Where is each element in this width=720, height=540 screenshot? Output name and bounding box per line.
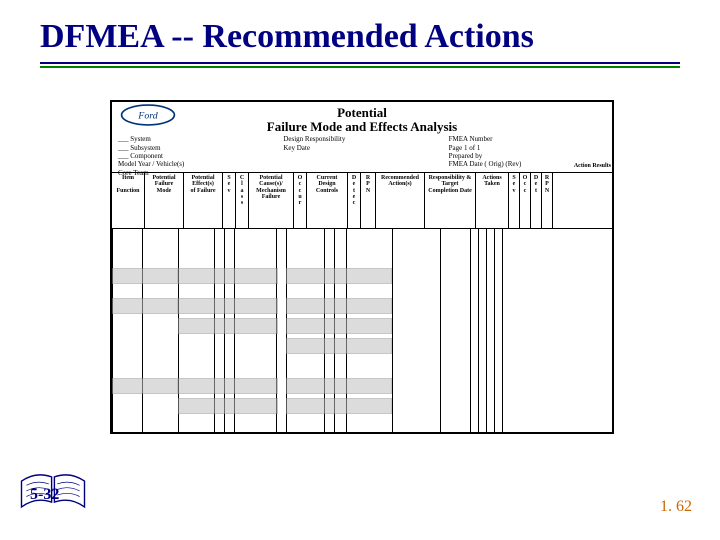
data-placeholder: [286, 338, 392, 354]
body-rows: [112, 228, 612, 432]
meta-right: FMEA Number Page 1 of 1 Prepared by FMEA…: [449, 135, 606, 177]
col-header: Responsibility & Target Completion Date: [425, 173, 476, 228]
data-placeholder: [178, 398, 278, 414]
data-placeholder: [112, 268, 178, 284]
data-placeholder: [112, 378, 178, 394]
page-ref: 5-32: [30, 486, 59, 504]
data-placeholder: [178, 378, 278, 394]
col-header: Potential Cause(s)/ Mechanism Failure: [249, 173, 294, 228]
data-placeholder: [286, 298, 392, 314]
col-header: S e v: [223, 173, 236, 228]
col-header: Recommended Action(s): [376, 173, 425, 228]
form-title: Potential Failure Mode and Effects Analy…: [112, 102, 612, 135]
data-placeholder: [178, 318, 278, 334]
col-header: Current Design Controls: [307, 173, 348, 228]
title-underline: [40, 62, 680, 68]
ford-logo: Ford: [118, 104, 178, 126]
form-title-l2: Failure Mode and Effects Analysis: [267, 119, 457, 134]
col-header: R P N: [542, 173, 553, 228]
fmea-grid: Action Results Item FunctionPotential Fa…: [112, 172, 612, 432]
col-header: Actions Taken: [476, 173, 509, 228]
action-results-label: Action Results: [574, 163, 611, 169]
data-placeholder: [286, 268, 392, 284]
col-header: S e v: [509, 173, 520, 228]
data-placeholder: [112, 298, 178, 314]
col-header: D e t: [531, 173, 542, 228]
data-placeholder: [286, 378, 392, 394]
slide-number: 1. 62: [660, 498, 692, 516]
data-placeholder: [178, 298, 278, 314]
col-header: Potential Effect(s) of Failure: [184, 173, 223, 228]
column-headers: Item FunctionPotential Failure ModePoten…: [112, 173, 612, 229]
svg-text:Ford: Ford: [137, 110, 157, 121]
col-header: O c c u r: [294, 173, 307, 228]
col-header: C l a s s: [236, 173, 249, 228]
col-header: R P N: [361, 173, 376, 228]
data-placeholder: [178, 268, 278, 284]
data-placeholder: [286, 398, 392, 414]
slide-title: DFMEA -- Recommended Actions: [0, 0, 720, 62]
col-header: O c c: [520, 173, 531, 228]
meta-mid: Design Responsibility Key Date: [283, 135, 440, 177]
col-header: D e t e c: [348, 173, 361, 228]
col-header: Potential Failure Mode: [145, 173, 184, 228]
fmea-form: Ford Potential Failure Mode and Effects …: [110, 100, 614, 434]
data-placeholder: [286, 318, 392, 334]
col-header: Item Function: [112, 173, 145, 228]
meta-left: ___ System ___ Subsystem ___ Component M…: [118, 135, 275, 177]
